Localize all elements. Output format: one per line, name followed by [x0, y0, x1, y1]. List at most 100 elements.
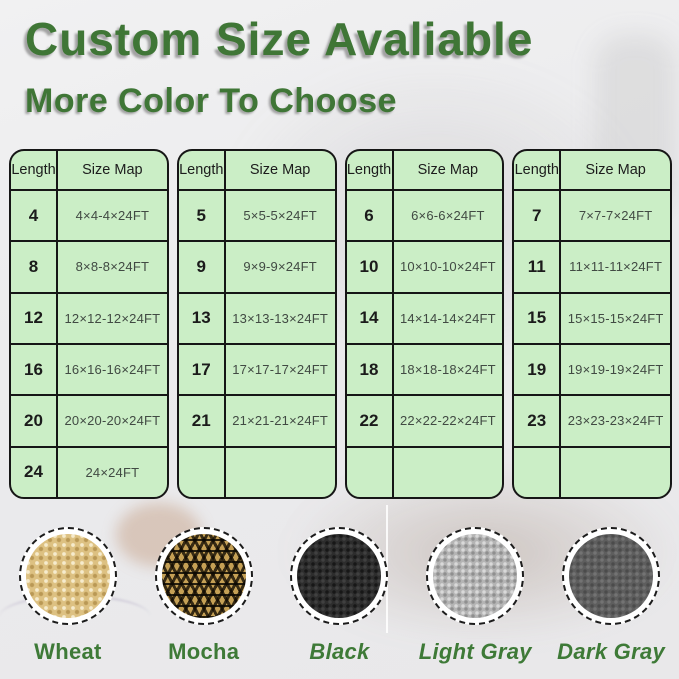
length-value: 23 — [514, 396, 562, 446]
dark-gray-fabric-swatch — [562, 527, 661, 625]
table-header-row: Length Size Map — [11, 151, 167, 191]
light-gray-fabric-swatch — [426, 527, 525, 625]
size-tables: Length Size Map 4 4×4-4×24FT 8 8×8-8×24F… — [9, 149, 672, 499]
length-value: 17 — [179, 344, 226, 395]
size-table-2: Length Size Map 5 5×5-5×24FT 9 9×9-9×24F… — [176, 149, 337, 499]
length-value: 5 — [179, 191, 226, 241]
size-map-value — [561, 448, 670, 497]
table-row-empty — [514, 447, 670, 497]
length-value: 19 — [514, 344, 562, 395]
table-header-row: Length Size Map — [346, 151, 503, 191]
length-value — [347, 447, 394, 497]
length-value: 20 — [11, 396, 58, 446]
size-table-3: Length Size Map 6 6×6-6×24FT 10 10×10-10… — [344, 149, 505, 499]
length-value — [514, 447, 562, 497]
table-row: 21 21×21-21×24FT — [178, 396, 335, 448]
length-value: 18 — [347, 344, 394, 395]
table-row: 7 7×7-7×24FT — [514, 191, 670, 243]
size-map-value: 8×8-8×24FT — [75, 259, 150, 275]
length-header: Length — [514, 151, 562, 189]
table-row: 11 11×11-11×24FT — [514, 242, 670, 294]
size-map-header: Size Map — [82, 162, 143, 178]
size-map-value: 13×13-13×24FT — [232, 310, 329, 326]
size-map-value: 18×18-18×24FT — [399, 362, 496, 378]
table-row: 20 20×20-20×24FT — [11, 396, 167, 448]
table-row: 15 15×15-15×24FT — [514, 293, 670, 345]
swatch-mocha: Mocha — [136, 527, 272, 665]
length-value: 13 — [179, 293, 226, 343]
size-map-value: 17×17-17×24FT — [232, 362, 329, 378]
length-header: Length — [347, 151, 394, 189]
swatch-label-dark-gray: Dark Gray — [557, 639, 666, 664]
size-map-value: 16×16-16×24FT — [64, 362, 161, 378]
table-row: 23 23×23-23×24FT — [514, 396, 670, 448]
size-map-value: 22×22-22×24FT — [399, 413, 496, 429]
table-header-row: Length Size Map — [178, 151, 335, 191]
table-header-row: Length Size Map — [514, 151, 670, 191]
table-row: 12 12×12-12×24FT — [11, 293, 167, 345]
table-row: 5 5×5-5×24FT — [178, 191, 335, 243]
size-map-value: 21×21-21×24FT — [232, 413, 329, 429]
length-value: 7 — [514, 191, 562, 241]
size-map-value: 6×6-6×24FT — [411, 208, 485, 224]
length-value: 24 — [11, 447, 58, 497]
size-map-value: 7×7-7×24FT — [578, 208, 653, 224]
wheat-fabric-swatch — [18, 527, 117, 625]
size-map-header: Size Map — [585, 162, 646, 178]
swatch-label-black: Black — [309, 639, 370, 664]
length-value: 15 — [514, 293, 562, 343]
swatch-label-light-gray: Light Gray — [418, 639, 532, 664]
table-row: 16 16×16-16×24FT — [11, 344, 167, 397]
size-map-header: Size Map — [249, 162, 311, 178]
size-map-value: 15×15-15×24FT — [567, 310, 664, 326]
table-row: 8 8×8-8×24FT — [11, 242, 167, 294]
wheat-fabric-texture — [25, 534, 110, 618]
length-value: 4 — [11, 191, 58, 241]
length-value: 11 — [514, 242, 562, 292]
swatch-light-gray: Light Gray — [407, 527, 543, 665]
size-map-value: 10×10-10×24FT — [399, 259, 496, 275]
size-table-1: Length Size Map 4 4×4-4×24FT 8 8×8-8×24F… — [9, 149, 169, 499]
length-header: Length — [179, 151, 226, 189]
size-map-value: 11×11-11×24FT — [569, 259, 663, 275]
size-map-value — [394, 448, 503, 497]
table-row: 9 9×9-9×24FT — [178, 242, 335, 294]
swatch-label-mocha: Mocha — [168, 639, 240, 664]
table-row: 19 19×19-19×24FT — [514, 344, 670, 397]
light-gray-fabric-texture — [433, 534, 518, 618]
table-row: 4 4×4-4×24FT — [11, 191, 167, 243]
size-map-value: 14×14-14×24FT — [399, 310, 496, 326]
length-value: 21 — [179, 396, 226, 446]
swatch-black: Black — [272, 527, 408, 665]
table-row-empty — [179, 447, 335, 497]
mocha-fabric-swatch — [154, 527, 253, 625]
length-value: 12 — [11, 293, 58, 343]
mocha-fabric-texture — [161, 534, 246, 618]
table-row: 6 6×6-6×24FT — [346, 191, 503, 243]
size-map-value: 5×5-5×24FT — [243, 208, 317, 224]
table-row: 17 17×17-17×24FT — [178, 344, 335, 397]
size-map-value: 19×19-19×24FT — [567, 362, 664, 378]
black-fabric-texture — [297, 534, 382, 618]
dark-gray-fabric-texture — [569, 534, 654, 618]
color-swatches: Wheat Mocha Black Light Gray Dark Gray — [0, 527, 679, 665]
length-value: 10 — [347, 242, 394, 292]
length-value: 16 — [11, 344, 58, 395]
swatch-dark-gray: Dark Gray — [543, 527, 679, 665]
table-row: 24 24×24FT — [11, 447, 167, 497]
table-row: 22 22×22-22×24FT — [346, 396, 503, 448]
page-subtitle: More Color To Choose — [25, 82, 398, 120]
size-map-value — [226, 448, 335, 497]
table-row-empty — [347, 447, 503, 497]
size-map-value: 12×12-12×24FT — [64, 310, 161, 326]
table-row: 13 13×13-13×24FT — [178, 293, 335, 345]
size-map-value: 4×4-4×24FT — [75, 208, 150, 224]
size-map-value: 9×9-9×24FT — [243, 259, 317, 275]
size-map-value: 20×20-20×24FT — [64, 413, 161, 429]
page-title: Custom Size Avaliable — [25, 13, 534, 65]
swatch-label-wheat: Wheat — [34, 639, 102, 664]
size-map-value: 24×24FT — [85, 464, 140, 480]
length-value — [179, 447, 226, 497]
size-map-header: Size Map — [417, 162, 479, 178]
